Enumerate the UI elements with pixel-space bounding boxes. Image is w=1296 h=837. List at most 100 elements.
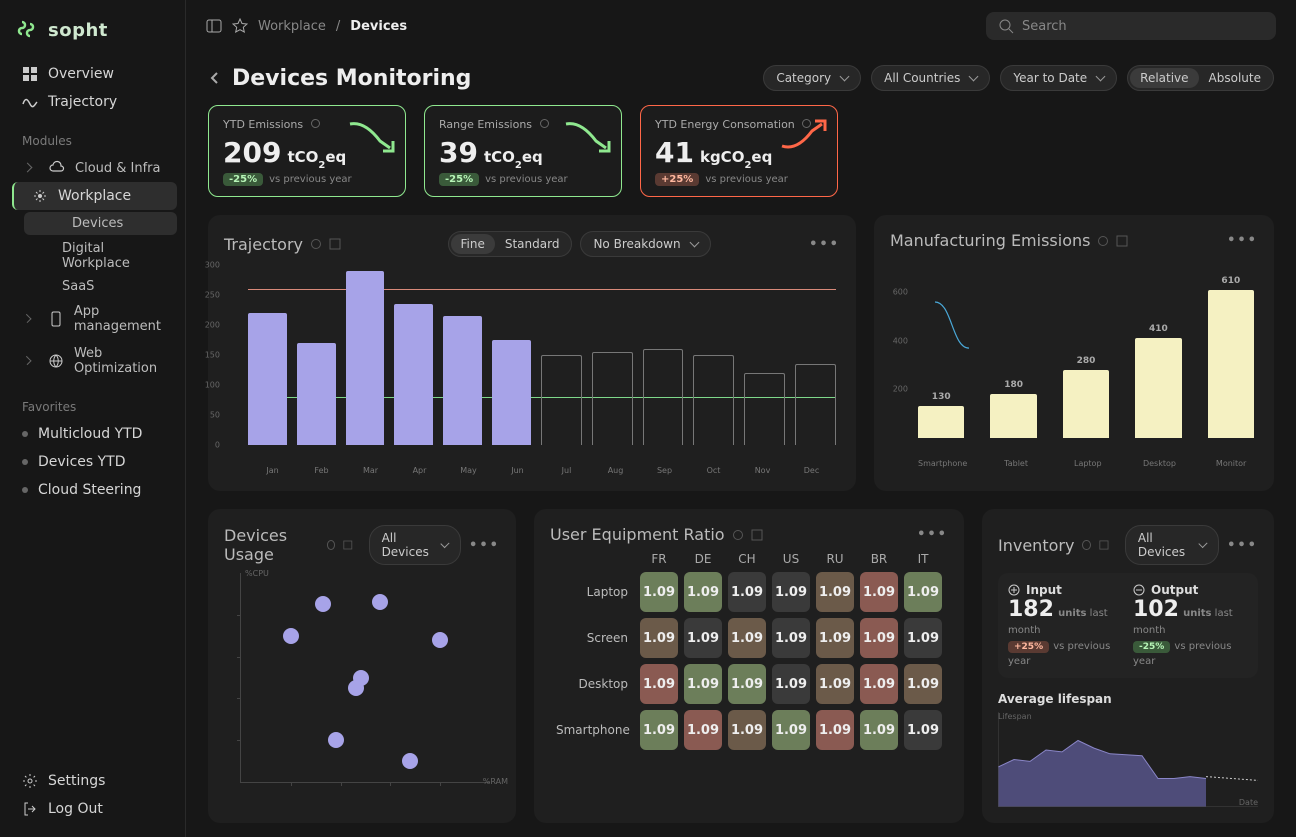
ratio-cell[interactable]: 1.09: [904, 664, 942, 704]
info-icon[interactable]: [311, 119, 320, 128]
ratio-cell[interactable]: 1.09: [816, 618, 854, 658]
scatter-point[interactable]: [432, 632, 448, 648]
trajectory-bar[interactable]: [297, 343, 336, 445]
more-menu[interactable]: •••: [809, 237, 840, 252]
toggle-absolute[interactable]: Absolute: [1199, 68, 1271, 88]
ratio-cell[interactable]: 1.09: [816, 572, 854, 612]
manu-bar[interactable]: 180: [990, 394, 1036, 438]
trajectory-bar[interactable]: [346, 271, 385, 445]
manu-bar[interactable]: 130: [918, 406, 964, 438]
ratio-cell[interactable]: 1.09: [860, 664, 898, 704]
info-icon[interactable]: [327, 540, 335, 550]
scatter-point[interactable]: [402, 753, 418, 769]
ratio-cell[interactable]: 1.09: [728, 710, 766, 750]
ratio-cell[interactable]: 1.09: [772, 710, 810, 750]
ratio-cell[interactable]: 1.09: [640, 572, 678, 612]
scatter-point[interactable]: [353, 670, 369, 686]
expand-icon[interactable]: [1099, 539, 1109, 551]
ratio-cell[interactable]: 1.09: [904, 710, 942, 750]
nav-web-opt[interactable]: Web Optimization: [14, 340, 177, 382]
value: 102: [1133, 597, 1179, 622]
nav-devices[interactable]: Devices: [24, 212, 177, 235]
trajectory-bar[interactable]: [248, 313, 287, 445]
info-icon[interactable]: [540, 119, 549, 128]
ratio-cell[interactable]: 1.09: [772, 618, 810, 658]
filter-countries[interactable]: All Countries: [871, 65, 990, 91]
manu-bar[interactable]: 280: [1063, 370, 1109, 438]
info-icon[interactable]: [311, 239, 321, 249]
ratio-cell[interactable]: 1.09: [860, 572, 898, 612]
filter-devices[interactable]: All Devices: [369, 525, 461, 565]
panel-toggle-icon[interactable]: [206, 18, 222, 34]
trajectory-bar[interactable]: [394, 304, 433, 445]
expand-icon[interactable]: [1116, 235, 1128, 247]
back-icon[interactable]: [208, 71, 222, 85]
fav-devices-ytd[interactable]: Devices YTD: [14, 448, 177, 476]
manu-bar[interactable]: 610: [1208, 290, 1254, 438]
ratio-cell[interactable]: 1.09: [816, 710, 854, 750]
nav-app-management[interactable]: App management: [14, 298, 177, 340]
ratio-cell[interactable]: 1.09: [904, 618, 942, 658]
scatter-point[interactable]: [328, 732, 344, 748]
toggle-relative[interactable]: Relative: [1130, 68, 1198, 88]
fav-cloud-steering[interactable]: Cloud Steering: [14, 476, 177, 504]
nav-overview[interactable]: Overview: [14, 60, 177, 88]
filter-devices[interactable]: All Devices: [1125, 525, 1219, 565]
ratio-cell[interactable]: 1.09: [860, 618, 898, 658]
trajectory-bar[interactable]: [592, 352, 633, 445]
filter-period[interactable]: Year to Date: [1000, 65, 1117, 91]
trajectory-bar[interactable]: [744, 373, 785, 445]
star-icon[interactable]: [232, 18, 248, 34]
trajectory-bar[interactable]: [541, 355, 582, 445]
ratio-cell[interactable]: 1.09: [816, 664, 854, 704]
nav-cloud-infra[interactable]: Cloud & Infra: [14, 154, 177, 182]
filter-breakdown[interactable]: No Breakdown: [580, 231, 710, 257]
more-menu[interactable]: •••: [917, 527, 948, 542]
info-icon[interactable]: [1082, 540, 1091, 550]
info-icon[interactable]: [1098, 236, 1108, 246]
ratio-cell[interactable]: 1.09: [640, 710, 678, 750]
scatter-point[interactable]: [372, 594, 388, 610]
ratio-cell[interactable]: 1.09: [860, 710, 898, 750]
filter-category[interactable]: Category: [763, 65, 861, 91]
nav-saas[interactable]: SaaS: [14, 275, 177, 298]
expand-icon[interactable]: [329, 238, 341, 250]
nav-trajectory[interactable]: Trajectory: [14, 88, 177, 116]
ratio-cell[interactable]: 1.09: [772, 664, 810, 704]
fav-multicloud[interactable]: Multicloud YTD: [14, 420, 177, 448]
scatter-point[interactable]: [315, 596, 331, 612]
trajectory-bar[interactable]: [795, 364, 836, 445]
manu-bar[interactable]: 410: [1135, 338, 1181, 438]
ratio-cell[interactable]: 1.09: [684, 618, 722, 658]
toggle-fine[interactable]: Fine: [451, 234, 495, 254]
phone-icon: [48, 311, 64, 327]
ratio-cell[interactable]: 1.09: [684, 710, 722, 750]
search-input[interactable]: Search: [986, 12, 1276, 40]
nav-workplace[interactable]: Workplace: [12, 182, 177, 210]
more-menu[interactable]: •••: [469, 538, 500, 553]
crumb-workplace[interactable]: Workplace: [258, 19, 326, 34]
ratio-cell[interactable]: 1.09: [772, 572, 810, 612]
expand-icon[interactable]: [751, 529, 763, 541]
nav-settings[interactable]: Settings: [14, 767, 177, 795]
trajectory-bar[interactable]: [693, 355, 734, 445]
ratio-cell[interactable]: 1.09: [684, 664, 722, 704]
toggle-standard[interactable]: Standard: [495, 234, 570, 254]
trajectory-bar[interactable]: [492, 340, 531, 445]
ratio-cell[interactable]: 1.09: [728, 664, 766, 704]
ratio-cell[interactable]: 1.09: [728, 618, 766, 658]
trajectory-bar[interactable]: [643, 349, 684, 445]
ratio-cell[interactable]: 1.09: [640, 664, 678, 704]
info-icon[interactable]: [733, 530, 743, 540]
nav-logout[interactable]: Log Out: [14, 795, 177, 823]
ratio-cell[interactable]: 1.09: [684, 572, 722, 612]
nav-digital-workplace[interactable]: Digital Workplace: [14, 237, 177, 275]
expand-icon[interactable]: [343, 539, 353, 551]
ratio-cell[interactable]: 1.09: [640, 618, 678, 658]
trajectory-bar[interactable]: [443, 316, 482, 445]
more-menu[interactable]: •••: [1227, 233, 1258, 248]
ratio-cell[interactable]: 1.09: [904, 572, 942, 612]
more-menu[interactable]: •••: [1227, 538, 1258, 553]
ratio-cell[interactable]: 1.09: [728, 572, 766, 612]
scatter-point[interactable]: [283, 628, 299, 644]
